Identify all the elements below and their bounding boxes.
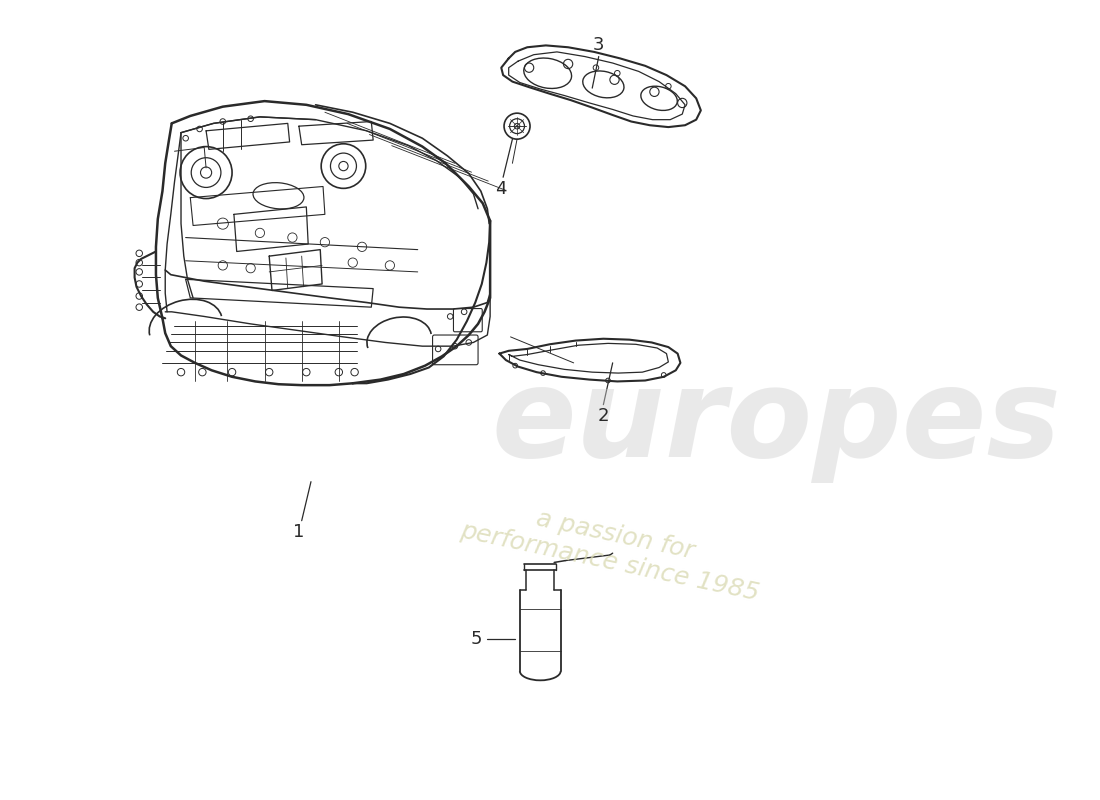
Text: europes: europes (491, 362, 1062, 482)
Text: 5: 5 (471, 630, 482, 649)
Text: 3: 3 (593, 37, 605, 54)
Text: a passion for
performance since 1985: a passion for performance since 1985 (458, 491, 767, 606)
Text: 1: 1 (294, 523, 305, 541)
Text: 2: 2 (597, 406, 609, 425)
Text: 4: 4 (495, 180, 506, 198)
